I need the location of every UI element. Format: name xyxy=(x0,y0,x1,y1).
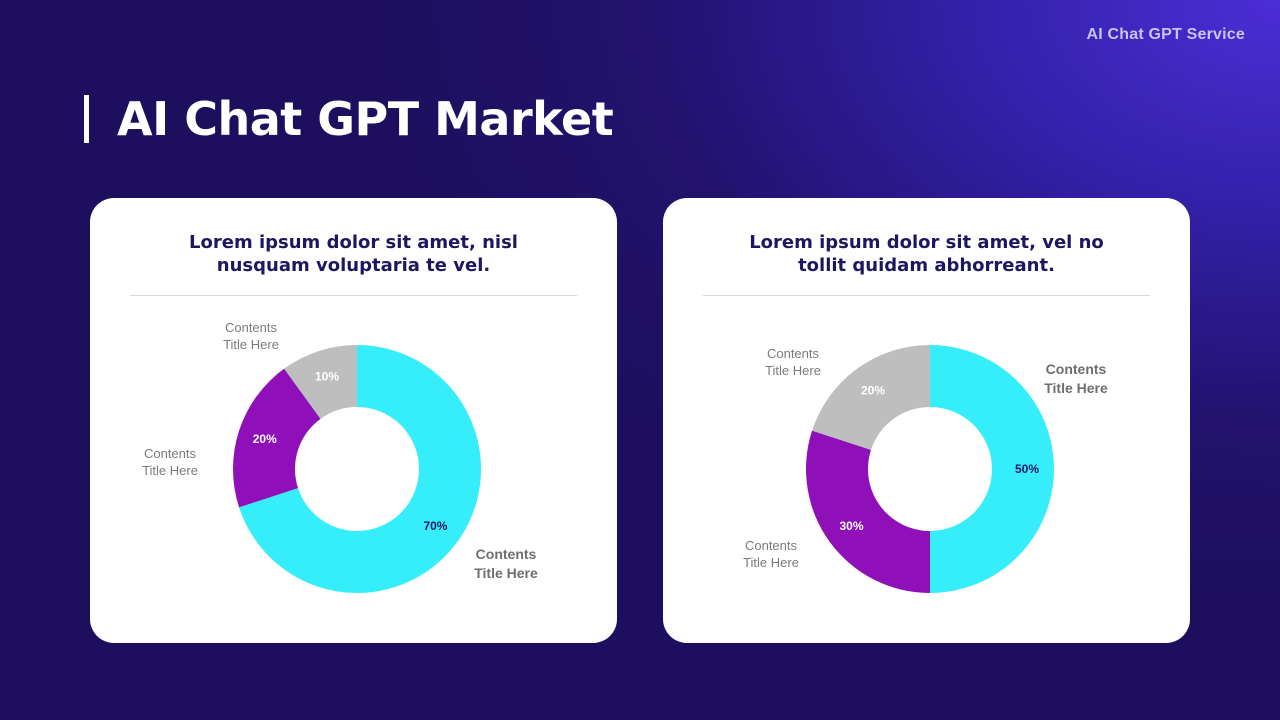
slice-category-label: Contents Title Here xyxy=(743,538,799,570)
donut-slice-50% xyxy=(930,345,1054,593)
slice-category-label: Contents Title Here xyxy=(1044,361,1108,396)
slice-value-label: 10% xyxy=(315,370,339,384)
slice-category-label: Contents Title Here xyxy=(142,446,198,478)
slice-value-label: 20% xyxy=(253,432,277,446)
slice-value-label: 50% xyxy=(1015,462,1039,476)
donut-slice-10% xyxy=(284,345,357,419)
slice-value-label: 20% xyxy=(861,384,885,398)
slice-category-label: Contents Title Here xyxy=(765,346,821,378)
donut-chart-2: 50% Contents Title Here 30% Contents Title He… xyxy=(743,345,1108,593)
card-heading-line-1: Lorem ipsum dolor sit amet, nisl xyxy=(189,232,518,253)
card-heading-line-2: nusquam voluptaria te vel. xyxy=(216,255,491,276)
donut-slice-70% xyxy=(239,345,481,593)
slice-value-label: 70% xyxy=(423,519,447,533)
donut-slice-30% xyxy=(806,430,930,593)
slice-category-label: Contents Title Here xyxy=(474,546,538,581)
donut-slice-20% xyxy=(812,345,930,450)
card-heading-line-2: tollit quidam abhorreant. xyxy=(798,255,1055,276)
card-divider xyxy=(130,295,577,296)
title-accent-bar xyxy=(84,95,89,143)
page-title: AI Chat GPT Market xyxy=(117,92,614,146)
brand-label: AI Chat GPT Service xyxy=(1086,26,1245,43)
chart-card-1: Lorem ipsum dolor sit amet, nisl nusquam… xyxy=(90,198,617,643)
donut-chart-1: 70% Contents Title Here 20% Contents Title He… xyxy=(142,320,538,593)
slice-value-label: 30% xyxy=(840,519,864,533)
card-heading: Lorem ipsum dolor sit amet, nisl nusquam… xyxy=(130,231,577,277)
card-heading-line-1: Lorem ipsum dolor sit amet, vel no xyxy=(749,232,1104,253)
slice-category-label: Contents Title Here xyxy=(223,320,279,352)
donut-slice-20% xyxy=(232,368,321,508)
chart-card-2: Lorem ipsum dolor sit amet, vel no tolli… xyxy=(663,198,1190,643)
card-heading: Lorem ipsum dolor sit amet, vel no tolli… xyxy=(703,231,1150,277)
card-divider xyxy=(703,295,1150,296)
